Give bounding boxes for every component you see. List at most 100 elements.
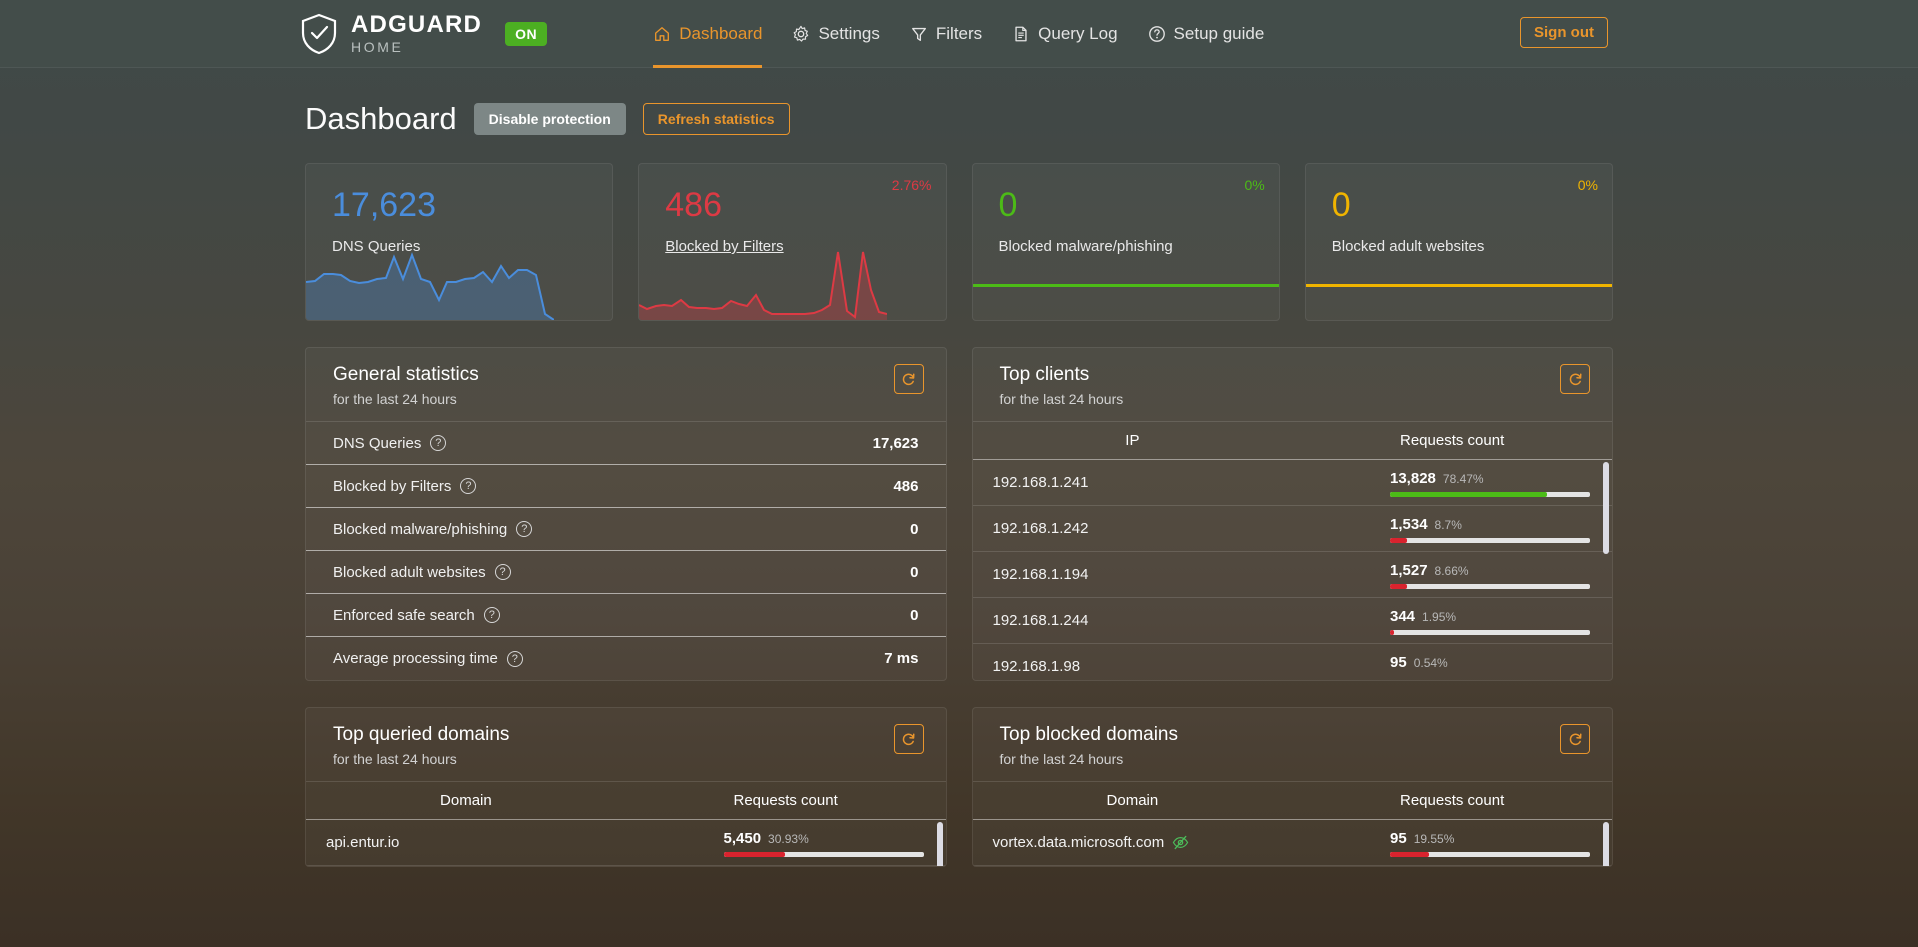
progress-bar-fill (1390, 492, 1547, 497)
funnel-icon (911, 27, 926, 41)
brand-subtitle: HOME (351, 39, 404, 55)
client-ip: 192.168.1.241 (992, 474, 1089, 491)
vertical-scrollbar-thumb[interactable] (936, 822, 943, 866)
table-row[interactable]: vortex.data.microsoft.com 95 19.55% (972, 820, 1612, 866)
help-icon[interactable]: ? (506, 650, 523, 667)
domain-cell: vortex.data.microsoft.com (993, 834, 1391, 851)
request-percent: 19.55% (1413, 832, 1455, 846)
dns-queries-sparkline (306, 252, 554, 320)
panel-subtitle: for the last 24 hours (999, 751, 1124, 767)
table-row[interactable]: 192.168.1.194 1,527 8.66% (972, 552, 1612, 598)
client-metric: 95 0.54% (1390, 652, 1590, 674)
panel-top-clients: Top clients for the last 24 hours IP Req… (971, 347, 1613, 681)
request-count: 5,450 (723, 830, 762, 847)
progress-bar (723, 852, 924, 857)
table-row[interactable]: 192.168.1.241 13,828 78.47% (972, 460, 1612, 506)
document-icon (1015, 26, 1027, 41)
client-ip: 192.168.1.194 (992, 566, 1089, 583)
stat-card-number: 0 (1331, 186, 1351, 224)
refresh-icon (902, 373, 915, 385)
stat-row: DNS Queries ? 17,623 (306, 422, 946, 465)
table-row[interactable]: 192.168.1.242 1,534 8.7% (972, 506, 1612, 552)
logo-block[interactable]: ADGUARD HOME ON (300, 11, 548, 55)
help-icon[interactable]: ? (483, 607, 500, 623)
eye-slash-icon[interactable] (1172, 834, 1189, 851)
panel-header: General statistics for the last 24 hours (306, 348, 946, 422)
stat-card-blocked-adult-websites[interactable]: 0% 0 Blocked adult websites (1304, 163, 1613, 321)
progress-bar-fill (723, 852, 786, 857)
column-header-domain: Domain (440, 792, 492, 809)
request-count: 13,828 (1390, 470, 1436, 487)
progress-bar-fill (1390, 852, 1430, 857)
panel-refresh-button[interactable] (1560, 724, 1590, 754)
blocked-domains-scroll-area: Domain Requests count vortex.data.micros… (972, 782, 1612, 866)
client-metric: 1,527 8.66% (1390, 560, 1590, 589)
vertical-scrollbar-thumb[interactable] (1603, 822, 1609, 866)
main-navigation: Dashboard Settings Filters Query Log (653, 0, 1264, 68)
gear-icon (794, 25, 809, 42)
domain-metric: 95 19.55% (1390, 828, 1590, 857)
table-row[interactable]: 192.168.1.244 344 1.95% (972, 598, 1612, 644)
nav-label-query-log: Query Log (1038, 23, 1118, 43)
column-header-domain: Domain (1106, 792, 1159, 809)
panel-subtitle: for the last 24 hours (999, 391, 1124, 407)
nav-item-query-log[interactable]: Query Log (1012, 0, 1118, 68)
stat-card-number: 0 (998, 186, 1018, 224)
progress-bar (1390, 630, 1590, 635)
stat-card-label[interactable]: Blocked by Filters (665, 238, 784, 255)
panels-row-1: General statistics for the last 24 hours… (305, 347, 1613, 681)
nav-item-setup-guide[interactable]: Setup guide (1148, 0, 1264, 68)
nav-item-settings[interactable]: Settings (792, 0, 880, 68)
stat-card-blocked-malware-phishing[interactable]: 0% 0 Blocked malware/phishing (971, 163, 1280, 321)
request-percent: 30.93% (768, 832, 809, 846)
stat-card-blocked-by-filters[interactable]: 2.76% 486 Blocked by Filters (638, 163, 947, 321)
stat-value: 7 ms (884, 650, 919, 667)
nav-label-filters: Filters (935, 23, 983, 43)
disable-protection-button[interactable]: Disable protection (473, 103, 626, 135)
page-title: Dashboard (305, 101, 457, 136)
stat-row: Blocked malware/phishing ? 0 (306, 508, 946, 551)
adguard-shield-icon (301, 13, 337, 54)
panel-refresh-button[interactable] (893, 364, 924, 394)
nav-item-filters[interactable]: Filters (910, 0, 982, 68)
help-icon[interactable]: ? (494, 564, 511, 580)
panels-row-2: Top queried domains for the last 24 hour… (305, 707, 1613, 867)
panel-refresh-button[interactable] (1560, 364, 1590, 394)
request-count: 1,534 (1390, 516, 1428, 533)
client-metric: 344 1.95% (1390, 606, 1590, 635)
brand-name: ADGUARD (351, 11, 483, 38)
request-count: 344 (1390, 608, 1416, 625)
table-row[interactable]: api.entur.io 5,450 30.93% (306, 820, 946, 866)
table-row[interactable]: 192.168.1.98 95 0.54% (973, 644, 1613, 674)
nav-item-dashboard[interactable]: Dashboard (653, 0, 763, 68)
panel-title: Top clients (999, 364, 1090, 385)
column-header-requests: Requests count (1400, 432, 1505, 449)
refresh-statistics-button[interactable]: Refresh statistics (642, 103, 790, 135)
help-icon[interactable]: ? (460, 478, 477, 494)
client-metric: 13,828 78.47% (1390, 468, 1590, 497)
protection-status-badge[interactable]: ON (505, 21, 548, 46)
page-title-row: Dashboard Disable protection Refresh sta… (305, 68, 1613, 163)
sign-out-button[interactable]: Sign out (1520, 17, 1608, 48)
column-header-requests: Requests count (733, 792, 838, 809)
table-header: Domain Requests count (972, 782, 1612, 820)
column-header-requests: Requests count (1400, 792, 1505, 809)
vertical-scrollbar-thumb[interactable] (1603, 462, 1609, 554)
stat-card-dns-queries[interactable]: 17,623 DNS Queries (305, 163, 614, 321)
help-icon[interactable]: ? (430, 435, 447, 451)
progress-bar-fill (1390, 630, 1394, 635)
request-count: 1,527 (1390, 562, 1428, 579)
stat-label: Blocked by Filters (333, 477, 452, 495)
malware-flatline (972, 284, 1279, 287)
progress-bar-fill (1390, 584, 1408, 589)
stat-card-percent: 0% (1244, 177, 1265, 193)
stat-value: 0 (910, 563, 919, 581)
panel-refresh-button[interactable] (893, 724, 924, 754)
client-ip: 192.168.1.98 (992, 658, 1081, 674)
table-header: Domain Requests count (306, 782, 946, 820)
nav-label-settings: Settings (818, 23, 880, 43)
request-percent: 8.7% (1434, 518, 1462, 532)
help-icon[interactable]: ? (516, 521, 533, 537)
domain-name: vortex.data.microsoft.com (992, 834, 1165, 851)
stat-row: Enforced safe search ? 0 (306, 594, 946, 637)
